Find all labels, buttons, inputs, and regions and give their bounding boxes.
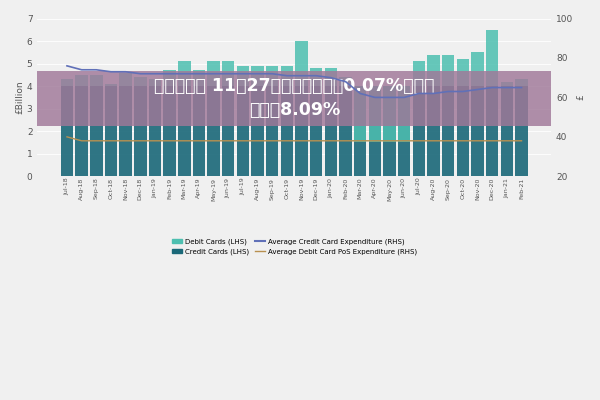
- Bar: [413, 61, 425, 86]
- Bar: [472, 86, 484, 176]
- Bar: [163, 86, 176, 176]
- Bar: [61, 86, 73, 176]
- Bar: [500, 82, 513, 86]
- Bar: [368, 86, 381, 142]
- Y-axis label: £: £: [576, 94, 585, 100]
- Bar: [193, 70, 205, 86]
- Bar: [442, 54, 454, 86]
- Bar: [178, 61, 191, 86]
- Bar: [515, 86, 528, 176]
- Bar: [427, 54, 440, 86]
- Bar: [266, 86, 278, 176]
- Bar: [500, 86, 513, 176]
- FancyBboxPatch shape: [37, 70, 551, 126]
- Text: 配债的股票 11月27日福蓉转债上涨0.07%，转股: 配债的股票 11月27日福蓉转债上涨0.07%，转股: [154, 77, 434, 95]
- Text: 溢价率8.09%: 溢价率8.09%: [248, 101, 340, 119]
- Bar: [105, 86, 117, 176]
- Bar: [236, 66, 249, 86]
- Bar: [457, 59, 469, 86]
- Bar: [134, 86, 146, 176]
- Bar: [222, 86, 235, 176]
- Bar: [472, 52, 484, 86]
- Bar: [149, 86, 161, 176]
- Bar: [193, 86, 205, 176]
- Bar: [340, 77, 352, 86]
- Bar: [208, 61, 220, 86]
- Bar: [208, 86, 220, 176]
- Bar: [310, 68, 322, 86]
- Bar: [76, 86, 88, 176]
- Legend: Debit Cards (LHS), Credit Cards (LHS), Average Credit Card Expenditure (RHS), Av: Debit Cards (LHS), Credit Cards (LHS), A…: [172, 238, 417, 255]
- Bar: [383, 86, 396, 142]
- Bar: [236, 86, 249, 176]
- Bar: [90, 75, 103, 86]
- Bar: [281, 86, 293, 176]
- Bar: [515, 79, 528, 86]
- Bar: [105, 84, 117, 86]
- Bar: [295, 86, 308, 176]
- Bar: [325, 68, 337, 86]
- Bar: [486, 30, 499, 86]
- Bar: [134, 77, 146, 86]
- Bar: [442, 86, 454, 176]
- Bar: [368, 86, 381, 176]
- Bar: [383, 86, 396, 176]
- Bar: [413, 86, 425, 176]
- Bar: [295, 41, 308, 86]
- Bar: [266, 66, 278, 86]
- Bar: [310, 86, 322, 176]
- Bar: [325, 86, 337, 176]
- Bar: [119, 86, 132, 176]
- Bar: [61, 79, 73, 86]
- Bar: [398, 86, 410, 142]
- Bar: [251, 86, 264, 176]
- Bar: [354, 86, 367, 142]
- Bar: [281, 66, 293, 86]
- Bar: [163, 70, 176, 86]
- Bar: [427, 86, 440, 176]
- Bar: [149, 79, 161, 86]
- Bar: [486, 86, 499, 176]
- Bar: [90, 86, 103, 176]
- Bar: [119, 73, 132, 86]
- Bar: [340, 86, 352, 176]
- Bar: [178, 86, 191, 176]
- Bar: [251, 66, 264, 86]
- Bar: [354, 86, 367, 176]
- Bar: [398, 86, 410, 176]
- Bar: [76, 75, 88, 86]
- Bar: [457, 86, 469, 176]
- Y-axis label: £Billion: £Billion: [15, 80, 24, 114]
- Bar: [222, 61, 235, 86]
